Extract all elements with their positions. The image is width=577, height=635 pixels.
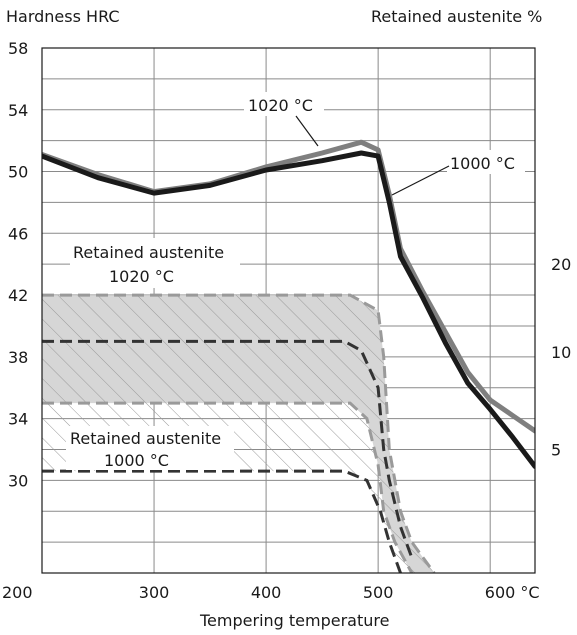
y-tick-labels-left: 58 54 50 46 42 38 34 30 (8, 39, 28, 490)
y-tick-label: 46 (8, 224, 28, 243)
annotation-1000-label: 1000 °C (450, 154, 515, 173)
y-axis-right-label: Retained austenite % (371, 7, 542, 26)
annotation-1020: 1020 °C (244, 92, 324, 147)
annotation-ra-1000-line1: Retained austenite (70, 429, 221, 448)
band-1020-upper-line (42, 293, 436, 573)
y-right-tick-label: 20 (551, 255, 571, 274)
plot-frame (41, 47, 536, 574)
x-tick-label: 300 (139, 583, 170, 602)
y-tick-label: 42 (8, 286, 28, 305)
y-tick-label: 54 (8, 101, 28, 120)
y-tick-label: 38 (8, 348, 28, 367)
band-1000-lower-line (42, 469, 402, 573)
x-tick-label: 200 (2, 583, 33, 602)
x-tick-label: 600 °C (485, 583, 540, 602)
annotation-ra-1020-line1: Retained austenite (73, 243, 224, 262)
x-tick-label: 400 (251, 583, 282, 602)
annotation-1000-leader (391, 165, 450, 196)
annotation-ra-1020: Retained austenite 1020 °C (70, 238, 240, 288)
hardness-lines (42, 139, 535, 469)
annotation-1020-leader (295, 115, 319, 147)
y-right-tick-label: 10 (551, 343, 571, 362)
x-axis-label: Tempering temperature (199, 611, 389, 630)
annotation-ra-1000: Retained austenite 1000 °C (66, 426, 234, 470)
y-tick-label: 58 (8, 39, 28, 58)
annotation-1020-label: 1020 °C (248, 96, 313, 115)
y-tick-label: 30 (8, 471, 28, 490)
x-tick-label: 500 (363, 583, 394, 602)
band-hatch (42, 295, 435, 573)
annotation-1000: 1000 °C (391, 150, 525, 196)
band-1000-upper-line (42, 339, 414, 559)
y-axis-left-label: Hardness HRC (6, 7, 120, 26)
annotation-ra-1000-line2: 1000 °C (104, 451, 169, 470)
band-1020-lower-line (42, 401, 414, 573)
y-right-tick-label: 5 (551, 440, 561, 459)
annotation-ra-1020-line2: 1020 °C (109, 267, 174, 286)
y-tick-label: 50 (8, 163, 28, 182)
retained-austenite-bands (42, 293, 436, 573)
y-tick-label: 34 (8, 410, 28, 429)
hardness-line-1000 (42, 150, 535, 469)
y-tick-labels-right: 20 10 5 (551, 255, 571, 459)
x-tick-labels: 200 300 400 500 600 °C (2, 583, 540, 602)
